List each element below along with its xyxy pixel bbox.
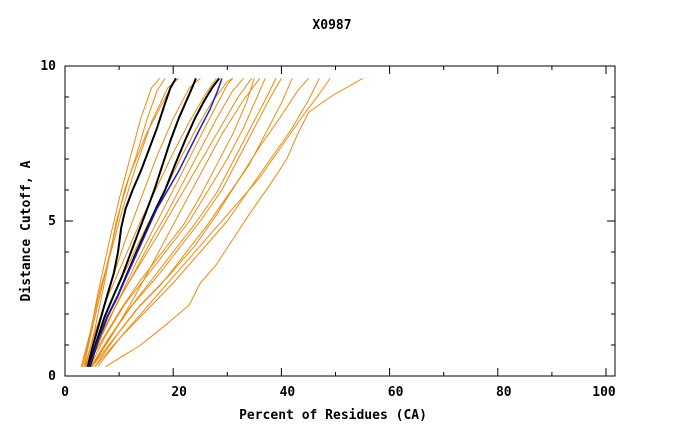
x-tick-label-100: 100 xyxy=(592,385,616,400)
ticks-layer xyxy=(64,65,615,377)
series-layer xyxy=(80,77,363,368)
series-line-model-19 xyxy=(91,78,261,367)
series-line-black-1 xyxy=(86,77,177,367)
series-line-model-11 xyxy=(89,78,266,367)
y-axis-label: Distance Cutoff, A xyxy=(19,160,34,301)
series-line-model-1 xyxy=(83,78,166,367)
x-axis-label: Percent of Residues (CA) xyxy=(239,408,427,423)
series-line-model-10 xyxy=(86,78,255,367)
series-line-model-18 xyxy=(105,77,363,368)
series-line-model-13 xyxy=(91,78,282,367)
y-tick-label-0: 0 xyxy=(48,369,56,384)
x-tick-label-0: 0 xyxy=(61,385,69,400)
plot-frame xyxy=(64,65,616,377)
series-line-model-15 xyxy=(94,78,309,367)
y-tick-label-5: 5 xyxy=(48,214,56,229)
x-tick-label-40: 40 xyxy=(280,385,296,400)
chart-title: X0987 xyxy=(312,18,351,33)
x-tick-label-80: 80 xyxy=(496,385,512,400)
series-line-model-20 xyxy=(87,78,234,367)
series-line-black-2 xyxy=(88,78,197,367)
y-tick-label-10: 10 xyxy=(40,59,56,74)
x-tick-label-60: 60 xyxy=(388,385,404,400)
series-line-model-4 xyxy=(80,78,179,367)
series-line-model-3 xyxy=(85,78,177,367)
x-tick-label-20: 20 xyxy=(171,385,187,400)
series-line-model-17 xyxy=(97,78,331,368)
series-line-model-16 xyxy=(94,78,320,368)
series-line-blue-1 xyxy=(88,78,223,367)
